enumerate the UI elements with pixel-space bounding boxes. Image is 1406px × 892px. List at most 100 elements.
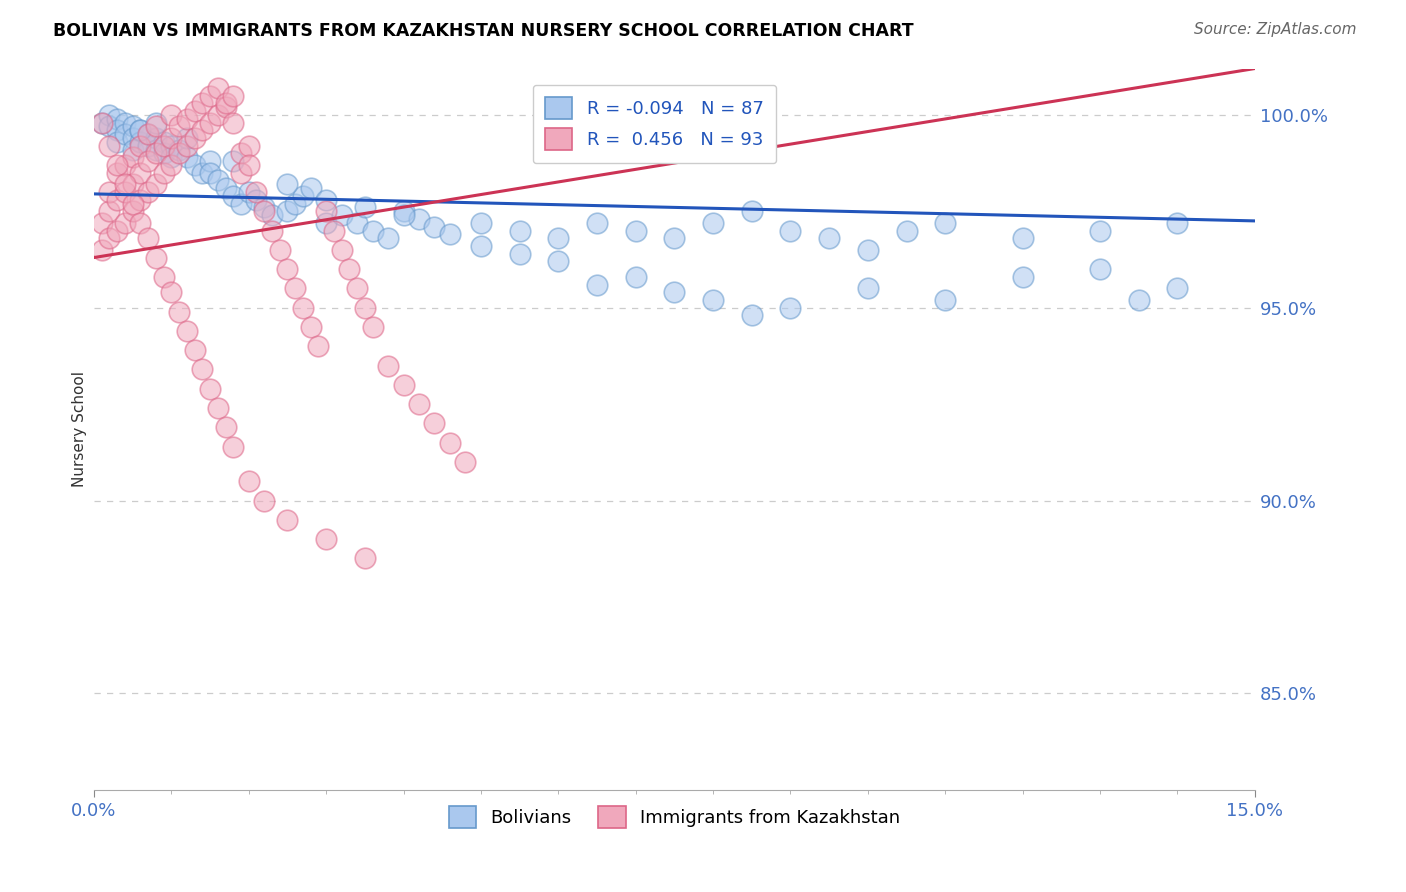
Point xyxy=(260,208,283,222)
Point xyxy=(392,208,415,222)
Point xyxy=(136,127,159,141)
Point xyxy=(284,196,307,211)
Point xyxy=(98,120,121,134)
Point xyxy=(152,146,174,161)
Point xyxy=(276,513,298,527)
Point xyxy=(222,440,245,454)
Point xyxy=(105,223,128,237)
Point xyxy=(276,204,298,219)
Point xyxy=(105,135,128,149)
Point xyxy=(509,223,531,237)
Point xyxy=(98,138,121,153)
Point xyxy=(191,96,214,111)
Point xyxy=(145,115,167,129)
Point xyxy=(183,158,205,172)
Point xyxy=(779,223,801,237)
Point xyxy=(439,435,461,450)
Point xyxy=(253,201,276,215)
Point xyxy=(664,231,686,245)
Point xyxy=(160,285,183,300)
Point xyxy=(392,377,415,392)
Point xyxy=(1088,262,1111,277)
Point xyxy=(105,123,128,137)
Point xyxy=(330,208,353,222)
Text: Source: ZipAtlas.com: Source: ZipAtlas.com xyxy=(1194,22,1357,37)
Point xyxy=(191,166,214,180)
Point xyxy=(1088,223,1111,237)
Legend: Bolivians, Immigrants from Kazakhstan: Bolivians, Immigrants from Kazakhstan xyxy=(441,798,907,835)
Point xyxy=(702,293,724,307)
Point xyxy=(145,120,167,134)
Point xyxy=(167,143,190,157)
Point xyxy=(896,223,918,237)
Point xyxy=(121,204,143,219)
Point xyxy=(105,112,128,126)
Point xyxy=(98,231,121,245)
Point xyxy=(183,131,205,145)
Point xyxy=(238,475,260,489)
Point xyxy=(276,262,298,277)
Point xyxy=(238,138,260,153)
Point xyxy=(176,324,198,338)
Point xyxy=(346,216,368,230)
Point xyxy=(121,120,143,134)
Point xyxy=(260,223,283,237)
Point xyxy=(207,108,229,122)
Point xyxy=(98,185,121,199)
Point xyxy=(1166,216,1188,230)
Point xyxy=(423,219,446,234)
Point xyxy=(470,239,492,253)
Point xyxy=(145,251,167,265)
Point xyxy=(114,178,136,192)
Point xyxy=(90,115,112,129)
Point xyxy=(121,178,143,192)
Point xyxy=(121,131,143,145)
Point xyxy=(207,173,229,187)
Point xyxy=(315,193,337,207)
Point xyxy=(167,146,190,161)
Point xyxy=(779,301,801,315)
Point xyxy=(121,150,143,164)
Point xyxy=(129,123,152,137)
Point xyxy=(253,204,276,219)
Point xyxy=(176,138,198,153)
Point xyxy=(229,166,252,180)
Point xyxy=(183,103,205,118)
Point xyxy=(167,120,190,134)
Point xyxy=(198,115,221,129)
Point xyxy=(145,178,167,192)
Point xyxy=(207,401,229,415)
Point xyxy=(167,304,190,318)
Point xyxy=(136,138,159,153)
Point xyxy=(284,281,307,295)
Point xyxy=(408,211,430,226)
Point xyxy=(222,115,245,129)
Point xyxy=(222,154,245,169)
Point xyxy=(276,178,298,192)
Point xyxy=(586,277,609,292)
Point xyxy=(353,301,375,315)
Point xyxy=(238,185,260,199)
Point xyxy=(229,196,252,211)
Point xyxy=(214,100,236,114)
Point xyxy=(105,158,128,172)
Point xyxy=(299,181,322,195)
Point xyxy=(377,359,399,373)
Point xyxy=(934,216,956,230)
Point xyxy=(114,158,136,172)
Point xyxy=(238,158,260,172)
Point xyxy=(198,382,221,396)
Point xyxy=(229,146,252,161)
Point xyxy=(214,96,236,111)
Point xyxy=(934,293,956,307)
Point xyxy=(291,301,314,315)
Point xyxy=(176,150,198,164)
Point xyxy=(361,320,384,334)
Point xyxy=(129,135,152,149)
Point xyxy=(129,123,152,137)
Point xyxy=(222,88,245,103)
Point xyxy=(322,223,344,237)
Point xyxy=(183,343,205,358)
Point xyxy=(547,231,569,245)
Point xyxy=(129,216,152,230)
